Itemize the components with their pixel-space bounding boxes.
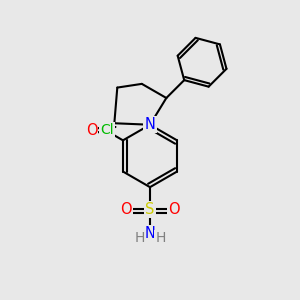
Text: H: H <box>134 231 145 245</box>
Text: O: O <box>168 202 180 217</box>
Text: O: O <box>120 202 132 217</box>
Text: H: H <box>155 231 166 245</box>
Text: Cl: Cl <box>100 123 114 136</box>
Text: S: S <box>145 202 155 217</box>
Text: N: N <box>145 226 155 241</box>
Text: O: O <box>85 123 97 138</box>
Text: N: N <box>145 117 155 132</box>
